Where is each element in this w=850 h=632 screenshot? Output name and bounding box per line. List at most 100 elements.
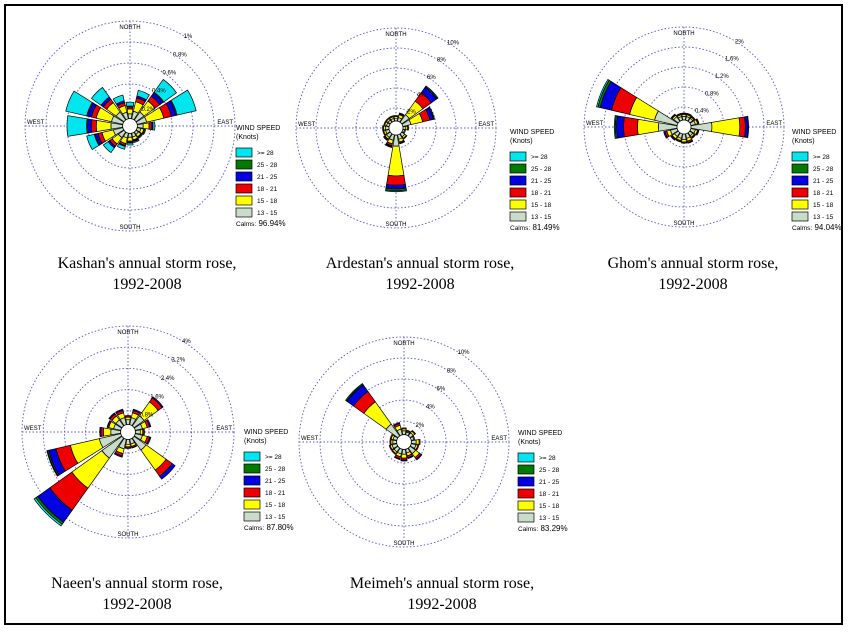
compass-south: SOUTH xyxy=(120,225,141,231)
petal-segment xyxy=(127,113,133,120)
petal-segment xyxy=(170,89,197,116)
legend-swatch xyxy=(243,499,261,510)
petal-segment xyxy=(106,420,111,428)
petal-segment xyxy=(146,419,152,428)
calms-prefix: Calms: xyxy=(510,225,530,232)
ring-label: 2% xyxy=(735,39,744,45)
ring-label: 0.8% xyxy=(173,52,187,58)
legend-label: 21 - 25 xyxy=(539,479,560,486)
petal-segment xyxy=(424,85,439,100)
petal-segment xyxy=(153,78,178,103)
petal-segment xyxy=(401,448,407,455)
petal-segment xyxy=(386,174,406,186)
ring-label: 8% xyxy=(437,58,446,64)
petal-segment xyxy=(125,101,135,107)
petal-segment xyxy=(637,118,660,136)
legend-swatch xyxy=(235,195,253,206)
petal-segment xyxy=(152,121,156,131)
legend-swatch xyxy=(791,211,809,222)
calms-value: 81.49% xyxy=(530,223,559,232)
compass-north: NORTH xyxy=(117,330,138,336)
ring-label: 0.4% xyxy=(695,109,709,115)
petal-segment xyxy=(91,119,98,133)
caption-meimeh-line1: Meimeh's annual storm rose, xyxy=(349,575,535,592)
petal-segment xyxy=(124,447,132,449)
calms-value: 96.94% xyxy=(256,219,285,228)
petal-segment xyxy=(102,427,112,437)
legend-swatch xyxy=(517,500,535,511)
petal-segment xyxy=(411,429,417,435)
petal-segment xyxy=(124,415,132,417)
petal-segment xyxy=(146,436,152,445)
petal-segment xyxy=(125,438,131,445)
calms-label: Calms: 83.29% xyxy=(518,524,568,533)
legend-swatch xyxy=(243,463,261,474)
petal-segment xyxy=(142,122,150,130)
petal-segment xyxy=(691,115,696,120)
petal-segment xyxy=(681,115,687,121)
petal-segment xyxy=(87,118,93,134)
petal-segment xyxy=(746,115,750,139)
caption-meimeh-line2: 1992-2008 xyxy=(407,596,477,613)
compass-south: SOUTH xyxy=(394,541,415,547)
legend-swatch xyxy=(791,175,809,186)
legend-label: >= 28 xyxy=(539,455,556,462)
legend-swatch xyxy=(509,187,527,198)
legend-label: 15 - 18 xyxy=(265,502,286,509)
ring-label: 2% xyxy=(407,110,416,116)
petal-segment xyxy=(383,135,389,141)
windrose-naeen: 0.8% 1.6% 2.4% 3.2% 4% NORTH SOUTH EAST WEST xyxy=(21,325,235,539)
petal-segment xyxy=(136,89,150,101)
legend-label: 13 - 15 xyxy=(539,515,560,522)
petal-segment xyxy=(388,444,393,451)
legend-swatch xyxy=(509,151,527,162)
calms-prefix: Calms: xyxy=(236,221,256,228)
compass-north: NORTH xyxy=(385,32,406,38)
petal-segment xyxy=(131,445,138,449)
caption-kashan-line1: Kashan's annual storm rose, xyxy=(57,255,237,272)
petal-segment xyxy=(125,419,131,426)
legend-title: WIND SPEED xyxy=(236,125,280,132)
ring-label: 4% xyxy=(417,92,426,98)
legend-swatch xyxy=(517,452,535,463)
legend-label: 15 - 18 xyxy=(257,198,278,205)
petal-segment xyxy=(133,139,140,144)
petal-segment xyxy=(382,125,384,131)
legend-swatch xyxy=(243,511,261,522)
ring-label: 10% xyxy=(447,40,460,46)
legend-label: 21 - 25 xyxy=(813,178,834,185)
legend-label: 15 - 18 xyxy=(531,202,552,209)
petal-segment xyxy=(696,129,700,136)
compass-west: WEST xyxy=(298,122,316,128)
petal-segment xyxy=(345,383,364,402)
petal-segment xyxy=(387,145,405,177)
petal-segment xyxy=(127,132,133,138)
petal-segment xyxy=(613,115,617,139)
legend-swatch xyxy=(235,147,253,158)
petal-segment xyxy=(676,112,682,117)
calm-hub xyxy=(120,424,136,440)
petal-segment xyxy=(401,430,407,436)
petal-segment xyxy=(410,439,417,445)
petal-segment xyxy=(616,115,625,139)
petal-segment xyxy=(66,115,88,137)
windrose-kashan: 0.2% 0.4% 0.6% 0.8% 1% NORTH SOUTH EAST WEST xyxy=(24,20,236,232)
legend-label: >= 28 xyxy=(257,150,274,157)
legend-swatch xyxy=(235,207,253,218)
compass-south: SOUTH xyxy=(118,532,139,538)
caption-ghom: Ghom's annual storm rose, 1992-2008 xyxy=(588,253,798,295)
petal-segment xyxy=(686,112,692,117)
calms-prefix: Calms: xyxy=(244,525,264,532)
legend-label: 25 - 28 xyxy=(265,466,286,473)
legend-swatch xyxy=(791,163,809,174)
legend-label: 18 - 21 xyxy=(265,490,286,497)
petal-segment xyxy=(33,497,63,527)
compass-east: EAST xyxy=(766,121,782,127)
legend-label: 13 - 15 xyxy=(531,214,552,221)
ring-label: 0.8% xyxy=(705,91,719,97)
petal-segment xyxy=(402,134,408,140)
caption-naeen: Naeen's annual storm rose, 1992-2008 xyxy=(32,573,242,615)
petal-segment xyxy=(596,78,610,108)
petal-segment xyxy=(623,116,639,138)
